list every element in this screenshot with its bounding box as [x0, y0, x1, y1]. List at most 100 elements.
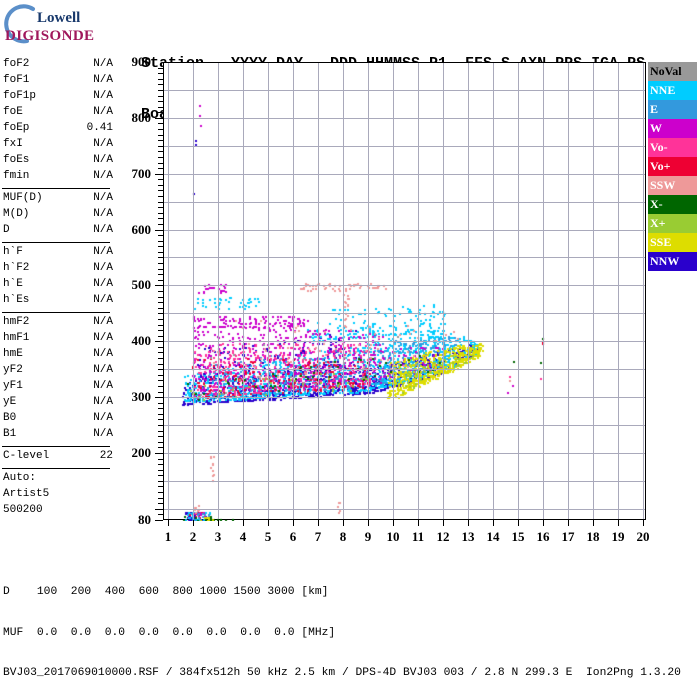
param-label: D — [3, 224, 10, 236]
param-row-hpf: h`F N/A — [2, 246, 117, 262]
legend-item-nnw[interactable]: NNW — [648, 252, 697, 271]
param-value: N/A — [93, 332, 113, 344]
param-value: N/A — [93, 246, 113, 258]
param-divider — [2, 242, 110, 243]
param-label: fxI — [3, 138, 23, 150]
param-value: N/A — [93, 170, 113, 182]
param-label: B0 — [3, 412, 17, 424]
param-row-fof1p: foF1p N/A — [2, 90, 117, 106]
ionogram-scatter-canvas[interactable] — [164, 63, 647, 521]
x-axis-label: 3 — [214, 529, 222, 544]
param-value: N/A — [93, 224, 113, 236]
param-label: h`F — [3, 246, 23, 258]
x-axis-label: 13 — [461, 529, 475, 544]
param-row-d: D N/A — [2, 224, 117, 240]
x-axis-label: 4 — [239, 529, 247, 544]
param-divider — [2, 312, 110, 313]
legend-item-nne[interactable]: NNE — [648, 81, 697, 100]
param-label: h`Es — [3, 294, 30, 306]
param-divider — [2, 446, 110, 447]
param-row-fof1: foF1 N/A — [2, 74, 117, 90]
param-row-b0: B0 N/A — [2, 412, 117, 428]
y-axis-major-tick — [155, 285, 163, 286]
param-row-hpe: h`E N/A — [2, 278, 117, 294]
param-value: N/A — [93, 278, 113, 290]
param-row-fof2: foF2 N/A — [2, 58, 117, 74]
x-axis-label: 20 — [636, 529, 650, 544]
x-axis-label: 18 — [586, 529, 600, 544]
param-row-foe: foE N/A — [2, 106, 117, 122]
param-value: 22 — [99, 450, 113, 462]
footer-file-info: BVJ03_2017069010000.RSF / 384fx512h 50 k… — [3, 667, 681, 679]
param-row-foes: foEs N/A — [2, 154, 117, 170]
legend-item-x[interactable]: X- — [648, 195, 697, 214]
param-label: h`E — [3, 278, 23, 290]
legend-item-vo[interactable]: Vo+ — [648, 157, 697, 176]
legend-item-e[interactable]: E — [648, 100, 697, 119]
param-label: h`F2 — [3, 262, 30, 274]
param-row-fxi: fxI N/A — [2, 138, 117, 154]
y-axis-major-tick — [155, 509, 163, 510]
x-axis-label: 12 — [436, 529, 450, 544]
digisonde-arc-icon — [4, 4, 35, 44]
polarization-legend: NoVal NNE E W Vo- Vo+ SSW X- X+ SSE NNW — [648, 62, 697, 271]
legend-item-vo[interactable]: Vo- — [648, 138, 697, 157]
param-label: foF2 — [3, 58, 30, 70]
param-value: N/A — [93, 138, 113, 150]
x-axis-label: 15 — [511, 529, 525, 544]
legend-item-noval[interactable]: NoVal — [648, 62, 697, 81]
x-axis-label: 8 — [339, 529, 347, 544]
param-row-hmf2: hmF2 N/A — [2, 316, 117, 332]
param-divider — [2, 188, 110, 189]
ionogram-parameter-panel: foF2 N/A foF1 N/A foF1p N/A foE N/A foEp 0.41… — [2, 58, 117, 520]
y-axis-major-tick — [155, 341, 163, 342]
y-axis-major-tick — [155, 397, 163, 398]
legend-item-sse[interactable]: SSE — [648, 233, 697, 252]
param-row-hpes: h`Es N/A — [2, 294, 117, 310]
lowell-digisonde-logo: Lowell DIGISONDE — [0, 2, 110, 50]
param-row-md: M(D) N/A — [2, 208, 117, 224]
param-value: N/A — [93, 294, 113, 306]
param-value: N/A — [93, 208, 113, 220]
param-value: N/A — [93, 58, 113, 70]
param-row-ye: yE N/A — [2, 396, 117, 412]
x-axis-label: 16 — [536, 529, 550, 544]
param-label: yF1 — [3, 380, 23, 392]
param-label: hmE — [3, 348, 23, 360]
logo-lowell-text: Lowell — [37, 10, 81, 26]
x-axis-label: 6 — [289, 529, 297, 544]
param-label: B1 — [3, 428, 17, 440]
param-label: C-level — [3, 450, 50, 462]
x-axis-label: 2 — [189, 529, 197, 544]
x-axis-label: 10 — [386, 529, 400, 544]
legend-item-x[interactable]: X+ — [648, 214, 697, 233]
param-value: N/A — [93, 396, 113, 408]
param-row-mufd: MUF(D) N/A — [2, 192, 117, 208]
param-row-hpf2: h`F2 N/A — [2, 262, 117, 278]
param-label: foEs — [3, 154, 30, 166]
y-axis-major-tick — [155, 174, 163, 175]
param-label: foEp — [3, 122, 30, 134]
param-row-fmin: fmin N/A — [2, 170, 117, 186]
param-row-b1: B1 N/A — [2, 428, 117, 444]
param-label: foE — [3, 106, 23, 118]
legend-item-w[interactable]: W — [648, 119, 697, 138]
param-value: N/A — [93, 154, 113, 166]
param-value: N/A — [93, 364, 113, 376]
param-label: hmF2 — [3, 316, 30, 328]
auto-scaler-name: Artist5 — [3, 488, 50, 500]
x-axis-label: 9 — [364, 529, 372, 544]
footer-block: D 100 200 400 600 800 1000 1500 3000 [km… — [3, 559, 681, 694]
param-value: N/A — [93, 90, 113, 102]
x-axis-label: 5 — [264, 529, 272, 544]
param-label: MUF(D) — [3, 192, 43, 204]
legend-item-ssw[interactable]: SSW — [648, 176, 697, 195]
param-label: foF1 — [3, 74, 30, 86]
x-axis-label: 11 — [411, 529, 425, 544]
ionogram-plot-area[interactable] — [163, 62, 647, 521]
param-value: 0.41 — [86, 122, 113, 134]
y-axis-major-tick — [155, 230, 163, 231]
x-axis-label: 17 — [561, 529, 575, 544]
x-axis-label: 1 — [164, 529, 172, 544]
y-axis-major-tick — [155, 453, 163, 454]
